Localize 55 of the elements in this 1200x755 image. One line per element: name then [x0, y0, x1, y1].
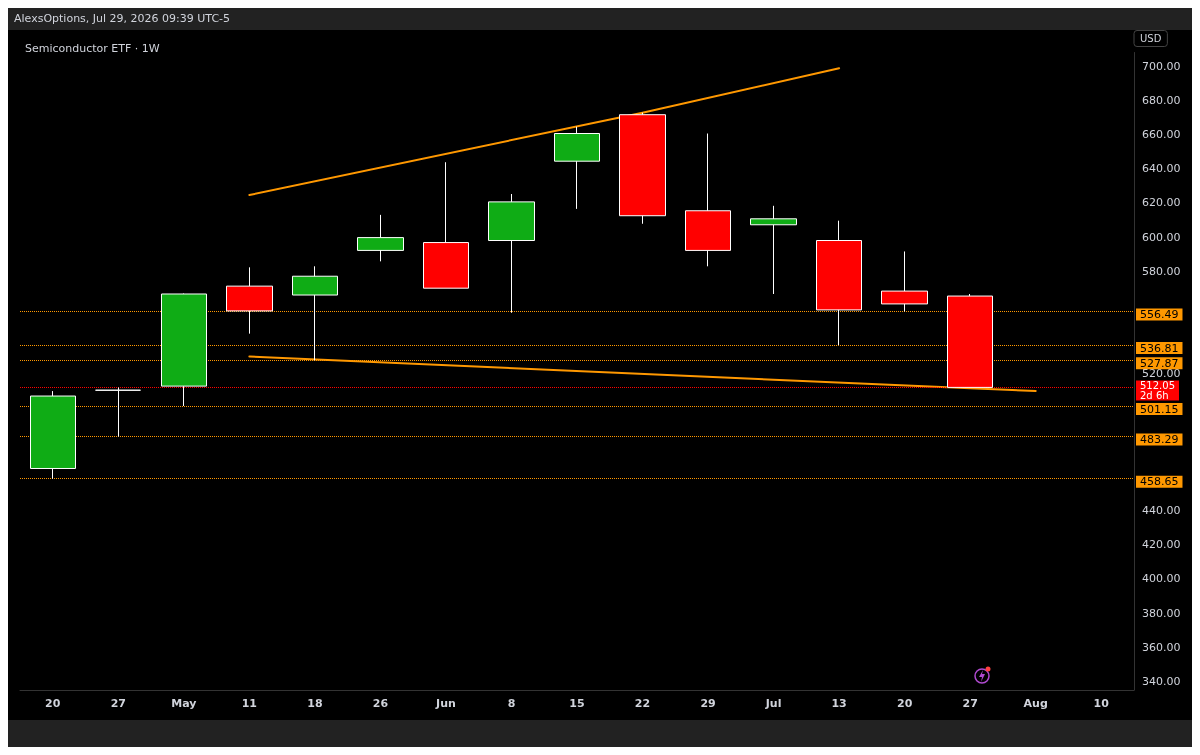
y-tick-label: 680.00 — [1142, 93, 1181, 107]
x-tick-label: 13 — [831, 697, 847, 710]
x-tick-label: 15 — [569, 697, 585, 710]
x-tick-label: 26 — [372, 697, 389, 710]
x-tick-label: May — [171, 697, 197, 710]
ref-line-label: 512.05 2d 6h — [1140, 379, 1175, 401]
candlestick — [554, 126, 600, 210]
y-tick-label: 520.00 — [1142, 367, 1181, 381]
candlestick — [488, 193, 535, 314]
ref-line-label: 556.49 — [1140, 307, 1179, 321]
ref-line-label: 501.15 — [1140, 402, 1179, 416]
candlestick — [226, 266, 273, 335]
candlestick — [292, 265, 338, 361]
ref-line-label: 458.65 — [1140, 475, 1179, 489]
x-tick-label: 8 — [507, 697, 516, 710]
x-tick-label: 22 — [634, 697, 651, 710]
x-tick-label: 20 — [896, 697, 913, 710]
x-tick-label: 11 — [241, 697, 258, 710]
ref-line-label: 527.87 — [1140, 356, 1179, 370]
x-tick-label: Jul — [764, 697, 782, 710]
y-tick-label: 620.00 — [1142, 196, 1181, 210]
x-tick-label: 27 — [110, 697, 126, 710]
y-tick-label: 340.00 — [1142, 674, 1181, 688]
y-tick-label: 420.00 — [1142, 538, 1181, 552]
ref-line-label: 536.81 — [1140, 341, 1179, 355]
y-tick-label: 700.00 — [1142, 59, 1181, 73]
candlestick — [619, 112, 666, 225]
x-tick-label: Aug — [1023, 697, 1048, 710]
candlestick — [816, 220, 862, 346]
x-tick-label: Jun — [435, 697, 456, 710]
y-tick-label: 660.00 — [1142, 128, 1181, 142]
candlestick — [881, 250, 928, 312]
y-axis-title: USD — [1140, 33, 1162, 44]
candlestick — [423, 161, 469, 289]
y-tick-label: 600.00 — [1142, 230, 1181, 244]
candlestick — [30, 390, 76, 480]
y-tick-label: 400.00 — [1142, 572, 1181, 586]
y-tick-label: 380.00 — [1142, 606, 1181, 620]
chart-subtitle: AlexsOptions, Jul 29, 2026 09:39 UTC-5 — [13, 11, 232, 27]
candlestick — [750, 205, 797, 295]
x-tick-label: 27 — [962, 697, 978, 710]
candlestick — [685, 133, 731, 267]
y-tick-label: 640.00 — [1142, 162, 1181, 176]
candlestick — [161, 292, 207, 407]
chart-title: Semiconductor ETF · 1W — [25, 42, 160, 55]
ref-line-label: 483.29 — [1140, 433, 1179, 447]
candlestick — [357, 214, 404, 262]
x-tick-label: 29 — [700, 697, 716, 710]
y-tick-label: 440.00 — [1142, 504, 1181, 518]
x-tick-label: 20 — [45, 697, 61, 710]
candlestick — [95, 386, 141, 438]
x-tick-label: 18 — [307, 697, 323, 710]
y-tick-label: 360.00 — [1142, 640, 1181, 654]
x-tick-label: 10 — [1093, 697, 1110, 710]
y-tick-label: 580.00 — [1142, 264, 1181, 278]
